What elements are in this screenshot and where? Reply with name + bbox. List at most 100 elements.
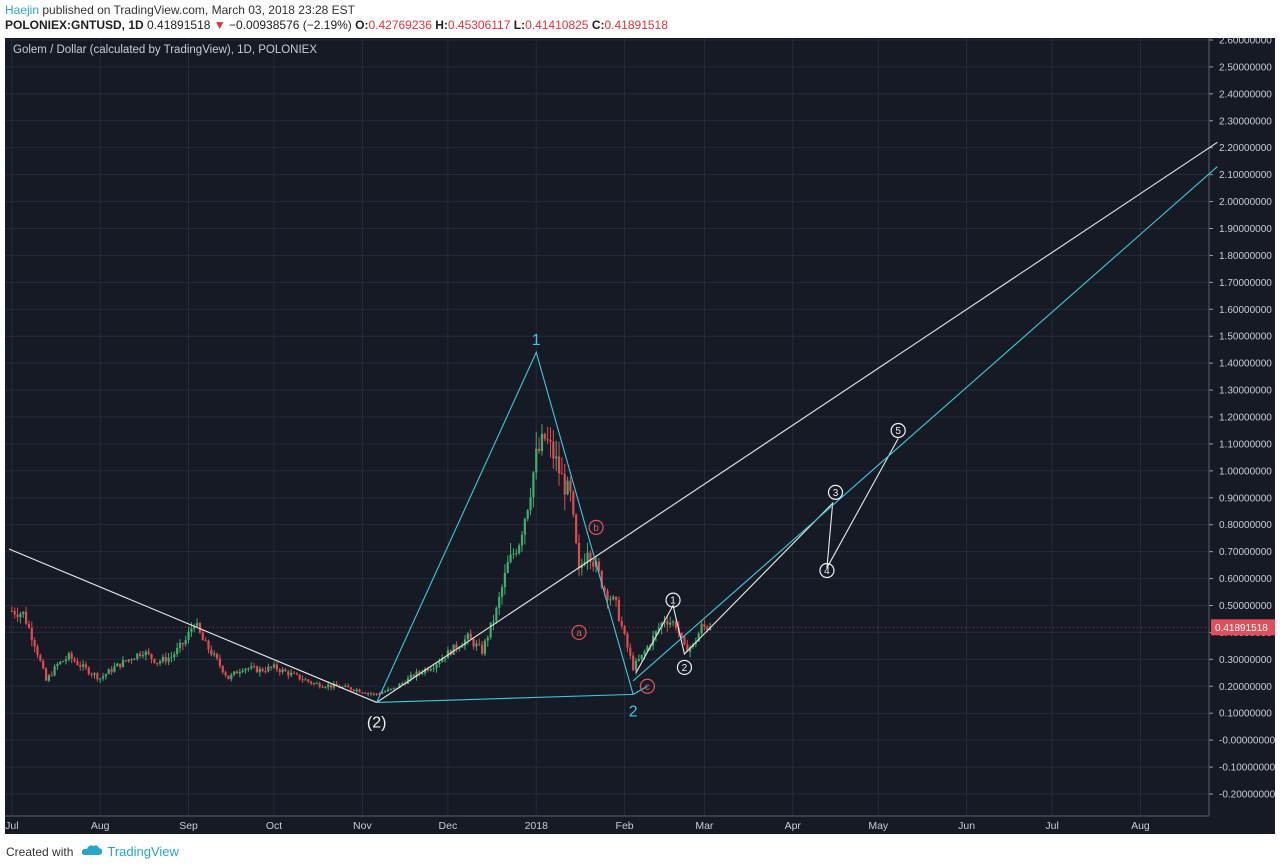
candle-body <box>632 655 635 671</box>
candle-body <box>458 647 461 649</box>
candle-body <box>39 655 42 661</box>
candle-body <box>310 681 313 684</box>
candle-body <box>349 687 353 690</box>
candle-body <box>389 688 392 690</box>
candle-body <box>318 683 321 687</box>
candle-body <box>509 554 512 563</box>
candle-body <box>101 676 105 679</box>
candle-body <box>432 668 435 670</box>
candle-body <box>287 671 290 676</box>
candle-body <box>626 633 629 648</box>
candle-body <box>167 657 170 662</box>
candle-body <box>281 669 284 673</box>
candle-body <box>364 692 367 694</box>
candle-body <box>606 590 609 600</box>
candle-body <box>560 473 563 475</box>
candle-body <box>575 514 578 543</box>
candle-body <box>392 687 395 689</box>
candle-body <box>173 654 176 657</box>
candle-body <box>689 647 692 652</box>
y-tick-label: 1.20000000 <box>1219 413 1272 424</box>
candle-body <box>312 683 316 685</box>
candle-body <box>107 669 110 675</box>
candle-body <box>577 542 581 568</box>
candle-body <box>204 640 207 642</box>
candle-body <box>227 675 230 680</box>
candle-body <box>235 671 239 674</box>
candle-body <box>241 670 244 672</box>
candle-body <box>526 510 529 519</box>
candle-body <box>483 640 487 654</box>
candle-body <box>529 497 532 511</box>
candle-body <box>13 610 16 615</box>
candle-body <box>261 668 264 672</box>
candle-body <box>475 643 478 647</box>
candle-body <box>481 644 484 654</box>
candle-body <box>96 673 99 680</box>
candle-body <box>255 666 259 673</box>
y-tick-label: -0.20000000 <box>1219 790 1275 801</box>
y-tick-label: 0.60000000 <box>1219 574 1272 585</box>
symbol-label: POLONIEX:GNTUSD, 1D <box>5 18 144 32</box>
wave-circle <box>639 678 656 694</box>
candle-body <box>164 656 167 662</box>
candle-body <box>523 518 526 535</box>
candle-body <box>298 674 301 680</box>
candle-body <box>210 649 213 655</box>
x-tick-label: Dec <box>439 820 458 832</box>
chart-panel[interactable]: 2.60000000 2.50000000 2.40000000 2.30000000… <box>5 38 1275 834</box>
candle-body <box>119 663 122 668</box>
chart-title: Golem / Dollar (calculated by TradingVie… <box>13 44 318 56</box>
author-link[interactable]: Haejin <box>5 3 40 17</box>
y-tick-label: 1.30000000 <box>1219 386 1272 397</box>
tradingview-brand[interactable]: TradingView <box>107 844 179 859</box>
wave-label: c <box>645 682 650 693</box>
candle-body <box>697 633 700 642</box>
candle-body <box>90 673 93 675</box>
candle-body <box>144 651 147 656</box>
y-tick-label: 0.30000000 <box>1219 655 1272 666</box>
candle-body <box>372 693 375 695</box>
candle-body <box>500 587 504 597</box>
candle-body <box>629 647 632 656</box>
candle-body <box>156 662 159 664</box>
candle-body <box>674 621 677 628</box>
candle-body <box>469 633 472 640</box>
candle-body <box>147 651 150 654</box>
candle-body <box>703 624 706 627</box>
candle-body <box>418 671 421 673</box>
candle-body <box>73 658 76 662</box>
high-value: 0.45306117 <box>447 18 511 32</box>
candle-body <box>141 655 145 657</box>
candle-body <box>327 684 330 688</box>
candle-body <box>466 633 469 640</box>
y-tick-label: 1.90000000 <box>1219 224 1272 235</box>
candle-body <box>463 639 467 646</box>
candle-body <box>686 644 689 652</box>
candle-body <box>36 646 39 656</box>
candle-body <box>213 653 216 655</box>
white-trendline <box>376 141 1218 703</box>
y-tick-label: 2.60000000 <box>1219 38 1272 47</box>
candle-body <box>512 553 515 555</box>
wave-label: 2 <box>682 663 688 674</box>
y-tick-label: 1.40000000 <box>1219 359 1272 370</box>
cyan-trendline <box>376 693 634 703</box>
candle-body <box>127 659 130 662</box>
candle-body <box>617 599 620 622</box>
candle-body <box>557 456 561 474</box>
candle-body <box>295 673 298 675</box>
candle-body <box>609 599 612 601</box>
price-chart[interactable]: 2.60000000 2.50000000 2.40000000 2.30000000… <box>5 38 1275 834</box>
candle-body <box>520 534 524 546</box>
candle-body <box>452 644 455 655</box>
candle-body <box>503 572 506 588</box>
candle-body <box>190 628 193 632</box>
candle-body <box>230 674 233 680</box>
x-tick-label: Sep <box>179 820 198 832</box>
x-tick-label: Jun <box>958 820 975 832</box>
candle-body <box>441 658 444 662</box>
candle-body <box>33 640 36 647</box>
candle-body <box>555 456 558 459</box>
y-tick-label: 1.10000000 <box>1219 439 1272 450</box>
